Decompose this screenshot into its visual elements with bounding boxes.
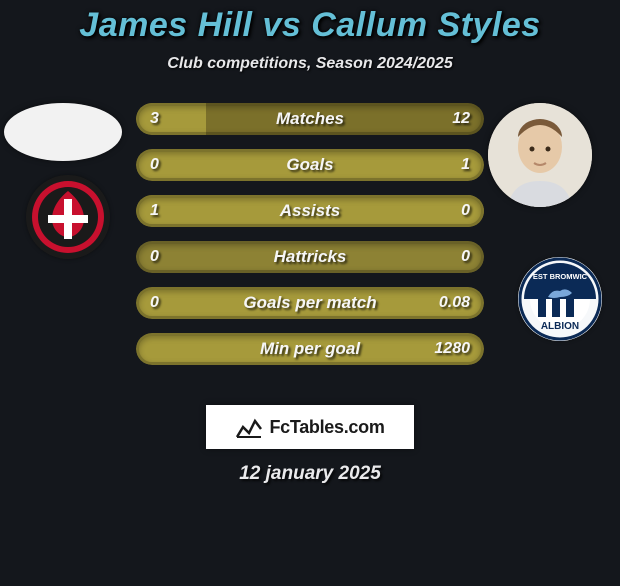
player-left-club-badge	[26, 175, 110, 259]
date: 12 january 2025	[0, 463, 620, 485]
player-left-avatar	[4, 103, 122, 161]
stat-row: Min per goal1280	[136, 333, 484, 365]
stat-row: Goals per match00.08	[136, 287, 484, 319]
stat-row: Matches312	[136, 103, 484, 135]
svg-text:ALBION: ALBION	[541, 321, 579, 332]
stat-bars: Matches312 Goals01 Assists10 Hattricks00 Goa…	[136, 103, 484, 383]
player-right-avatar	[488, 103, 592, 207]
watermark-text: FcTables.com	[269, 417, 384, 438]
comparison-body: EST BROMWIC ALBION Matches312 Goals01 Assi…	[0, 103, 620, 383]
stat-row: Assists10	[136, 195, 484, 227]
stat-row: Goals01	[136, 149, 484, 181]
watermark-logo-icon	[235, 415, 263, 439]
player-right-club-badge: EST BROMWIC ALBION	[518, 257, 602, 341]
watermark: FcTables.com	[206, 405, 414, 449]
page-title: James Hill vs Callum Styles	[0, 6, 620, 45]
stat-row: Hattricks00	[136, 241, 484, 273]
svg-text:EST BROMWIC: EST BROMWIC	[533, 272, 588, 281]
subtitle: Club competitions, Season 2024/2025	[0, 55, 620, 73]
